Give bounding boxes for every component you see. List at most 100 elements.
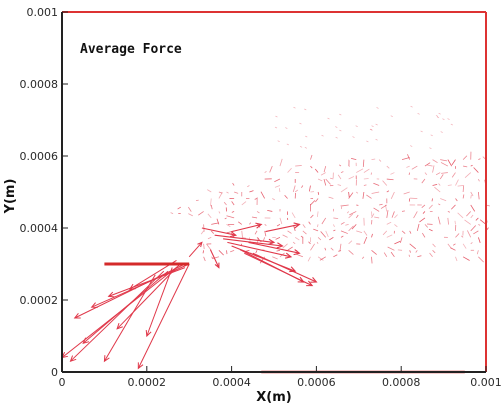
field-vector — [330, 247, 334, 251]
field-vector — [203, 256, 206, 262]
field-vector — [432, 250, 436, 254]
field-vector — [302, 224, 306, 228]
field-vector — [450, 247, 456, 251]
jet-vector — [107, 267, 186, 298]
field-vector — [325, 230, 329, 238]
y-axis-label: Y(m) — [3, 179, 18, 215]
field-vector — [378, 159, 382, 162]
field-vector — [195, 199, 199, 202]
field-vector — [454, 220, 456, 225]
field-vector — [403, 191, 410, 195]
field-vector — [277, 140, 280, 142]
field-vector — [432, 243, 436, 248]
field-vector — [275, 115, 278, 118]
field-vector — [231, 201, 235, 206]
field-vector — [475, 217, 479, 221]
field-vector — [216, 218, 220, 225]
vortex-vector — [252, 252, 318, 283]
field-vector — [470, 191, 474, 197]
jet-vector — [103, 274, 156, 363]
field-vector — [430, 134, 433, 137]
field-vector — [427, 164, 433, 167]
vortex-vector — [265, 222, 301, 233]
field-vector — [362, 191, 365, 199]
field-vector — [370, 128, 373, 131]
field-vector — [308, 241, 311, 245]
field-vector — [371, 191, 380, 194]
field-vector — [304, 108, 307, 111]
vortex-vector — [244, 252, 314, 287]
field-vector — [440, 131, 443, 133]
field-vector — [464, 172, 472, 178]
field-vector — [420, 130, 423, 133]
field-vector — [447, 217, 449, 225]
vortex-vector — [201, 227, 238, 238]
field-vector — [310, 200, 316, 206]
field-vector — [386, 165, 390, 169]
field-vector — [337, 184, 342, 186]
field-vector — [419, 217, 426, 223]
field-vector — [356, 168, 364, 173]
field-vector — [373, 207, 380, 212]
vortex-vectors — [201, 222, 318, 287]
field-vector — [188, 213, 193, 217]
field-vector — [371, 158, 376, 160]
field-vector — [291, 212, 296, 219]
field-vector — [457, 185, 464, 187]
x-axis-label: X(m) — [256, 390, 291, 405]
y-tick-label: 0.001 — [27, 6, 59, 19]
field-vector — [272, 256, 278, 260]
field-vector — [307, 256, 311, 262]
jet-vector — [82, 270, 169, 344]
field-vector — [399, 237, 403, 244]
field-vector — [407, 154, 411, 160]
field-vector — [390, 191, 395, 199]
field-vector — [340, 187, 348, 193]
field-vector — [339, 164, 342, 167]
field-vector — [315, 198, 319, 203]
field-vector — [410, 145, 413, 147]
x-tick-label: 0.0008 — [382, 376, 421, 389]
jet-vector — [116, 267, 177, 330]
field-vector — [314, 168, 319, 173]
field-vector — [421, 204, 426, 208]
field-vector — [207, 189, 212, 193]
vortex-vector — [223, 238, 284, 249]
x-tick-label: 0.0002 — [128, 376, 167, 389]
field-vector — [438, 203, 441, 206]
field-vector — [424, 162, 431, 167]
field-vector — [457, 212, 464, 219]
field-vector — [455, 198, 458, 202]
vortex-vector — [209, 249, 220, 269]
field-vector — [438, 112, 441, 115]
field-vector — [408, 254, 411, 257]
field-vector — [292, 185, 296, 193]
field-vector — [422, 211, 426, 214]
field-vector — [361, 256, 365, 259]
field-vector — [371, 233, 373, 238]
field-vector — [376, 107, 379, 109]
y-tick-label: 0.0008 — [20, 78, 59, 91]
field-vector — [470, 214, 474, 219]
field-vector — [335, 136, 338, 139]
field-vector — [437, 216, 441, 225]
field-vector — [310, 243, 315, 251]
field-vector — [339, 243, 342, 252]
field-vector — [383, 252, 388, 258]
field-vector — [470, 204, 476, 212]
field-vector — [200, 230, 204, 235]
field-vector — [329, 237, 334, 241]
field-vector — [247, 185, 250, 188]
field-vector — [441, 172, 448, 174]
field-vector — [440, 198, 447, 202]
field-vector — [447, 211, 451, 213]
field-vector — [416, 223, 420, 231]
field-vector — [278, 188, 281, 193]
field-vector — [470, 242, 473, 245]
field-vector — [363, 178, 369, 180]
field-vector — [234, 191, 239, 194]
field-vector — [251, 216, 258, 219]
field-vector — [218, 250, 224, 256]
field-vector — [390, 172, 395, 175]
